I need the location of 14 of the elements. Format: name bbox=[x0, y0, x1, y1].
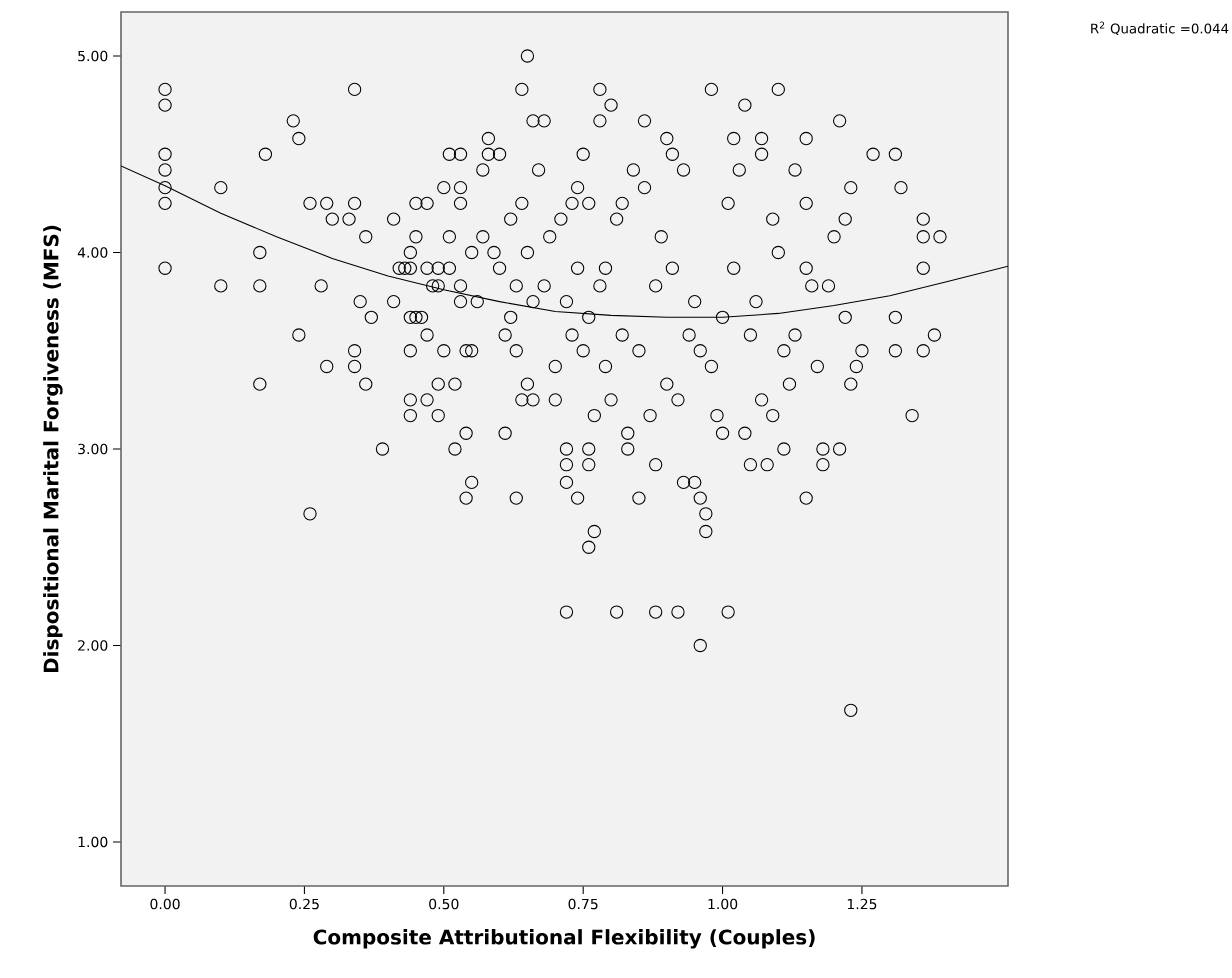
y-axis-title: Dispositional Marital Forgiveness (MFS) bbox=[43, 225, 63, 673]
y-tick-label: 1.00 bbox=[78, 836, 108, 848]
x-tick-label: 0.50 bbox=[429, 898, 459, 910]
y-tick-label: 5.00 bbox=[78, 50, 108, 62]
text: R$^{2}$ Quadratic =0.044 bbox=[1091, 21, 1229, 36]
x-tick-label: 0.75 bbox=[568, 898, 598, 910]
x-tick-label: 0.00 bbox=[150, 898, 180, 910]
x-axis-title: Composite Attributional Flexibility (Couples) bbox=[313, 929, 815, 949]
y-tick-label: 2.00 bbox=[78, 640, 108, 651]
y-tick-label: 4.00 bbox=[77, 247, 108, 258]
x-tick-label: 1.25 bbox=[847, 898, 877, 910]
x-tick-label: 1.00 bbox=[708, 898, 738, 910]
y-tick-label: 3.00 bbox=[78, 443, 108, 455]
x-tick-label: 0.25 bbox=[289, 898, 319, 910]
